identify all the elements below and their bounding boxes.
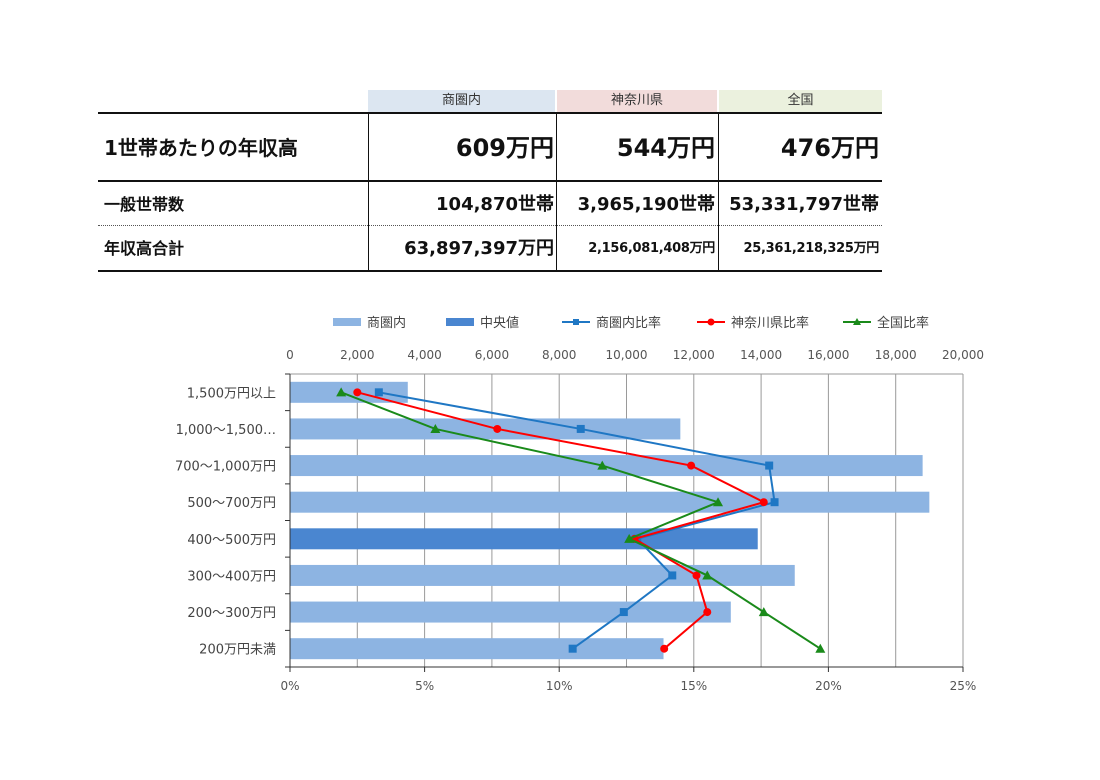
category-label: 300～400万円 [187, 569, 276, 584]
cell-households-national: 53,331,797世帯 [729, 194, 879, 215]
top-axis-tick-label: 4,000 [407, 348, 441, 362]
point [336, 387, 347, 397]
point [815, 643, 826, 653]
point [430, 423, 441, 433]
table-row-households: 一般世帯数 104,870世帯 3,965,190世帯 53,331,797世帯 [98, 180, 882, 226]
cell-income-kanagawa: 544万円 [616, 134, 715, 162]
point [713, 497, 724, 507]
category-label: 700～1,000万円 [175, 460, 276, 475]
cell-income-national: 476万円 [780, 134, 879, 162]
cell-households-kanagawa: 3,965,190世帯 [577, 194, 715, 215]
legend-label: 中央値 [480, 315, 519, 331]
top-axis-tick-label: 12,000 [673, 348, 715, 362]
category-label: 200万円未満 [199, 643, 276, 658]
header-trade-area: 商圏内 [368, 90, 555, 112]
point [770, 498, 779, 507]
series-line [340, 391, 821, 650]
cell-total-kanagawa: 2,156,081,408万円 [588, 241, 715, 256]
legend-marker [573, 319, 579, 325]
top-axis-tick-label: 8,000 [542, 348, 576, 362]
bar [290, 601, 731, 623]
point [597, 460, 608, 470]
row-label-income: 1世帯あたりの年収高 [104, 136, 298, 160]
cell-households-trade-area: 104,870世帯 [436, 194, 554, 215]
cell-total-trade-area: 63,897,397万円 [404, 238, 554, 259]
category-label: 200～300万円 [187, 606, 276, 621]
point [353, 388, 362, 397]
category-label: 1,000～1,500… [176, 423, 276, 438]
category-label: 1,500万円以上 [187, 386, 276, 401]
legend-marker [707, 318, 715, 326]
category-label: 500～700万円 [187, 496, 276, 511]
bottom-axis-tick-label: 25% [950, 679, 977, 693]
top-axis-tick-label: 0 [286, 348, 294, 362]
point [576, 424, 585, 433]
legend-swatch [333, 318, 361, 326]
legend-label: 神奈川県比率 [731, 315, 809, 331]
point [668, 571, 677, 580]
point [759, 498, 768, 507]
point [687, 461, 696, 470]
category-label: 400～500万円 [187, 533, 276, 548]
bar [290, 381, 408, 403]
point [692, 571, 701, 580]
point [624, 533, 635, 543]
column-divider [556, 112, 557, 270]
header-national: 全国 [719, 90, 882, 112]
bar [290, 638, 664, 660]
point [702, 570, 713, 580]
bottom-axis-tick-label: 5% [415, 679, 434, 693]
table-row-income: 1世帯あたりの年収高 609万円 544万円 476万円 [98, 112, 882, 180]
point [374, 388, 383, 397]
legend-label: 商圏内 [367, 315, 406, 331]
legend-label: 全国比率 [877, 315, 929, 331]
series-line [357, 391, 767, 650]
top-axis-tick-label: 16,000 [807, 348, 849, 362]
point [619, 608, 628, 617]
top-axis-tick-label: 10,000 [606, 348, 648, 362]
bottom-axis-tick-label: 15% [680, 679, 707, 693]
bottom-axis-tick-label: 0% [280, 679, 299, 693]
header-kanagawa: 神奈川県 [557, 90, 717, 112]
bar [290, 418, 681, 440]
column-divider [718, 112, 719, 270]
top-axis-tick-label: 14,000 [740, 348, 782, 362]
bar [290, 528, 758, 550]
point [660, 644, 669, 653]
point [765, 461, 774, 470]
top-axis-tick-label: 20,000 [942, 348, 984, 362]
point [703, 608, 712, 617]
top-axis-tick-label: 18,000 [875, 348, 917, 362]
bar [290, 491, 930, 513]
legend-label: 商圏内比率 [596, 315, 661, 331]
bottom-axis-tick-label: 20% [815, 679, 842, 693]
point [568, 644, 577, 653]
point [758, 607, 769, 617]
top-axis-tick-label: 6,000 [475, 348, 509, 362]
table-row-total-income: 年収高合計 63,897,397万円 2,156,081,408万円 25,36… [98, 225, 882, 272]
series-line [378, 391, 776, 650]
row-label-households: 一般世帯数 [104, 195, 185, 214]
cell-total-national: 25,361,218,325万円 [743, 241, 879, 256]
legend-swatch [446, 318, 474, 326]
row-label-total-income: 年収高合計 [104, 239, 185, 258]
legend-marker [853, 318, 861, 325]
bar [290, 455, 923, 477]
point [493, 424, 502, 433]
cell-income-trade-area: 609万円 [455, 134, 554, 162]
bottom-axis-tick-label: 10% [546, 679, 573, 693]
top-axis-tick-label: 2,000 [340, 348, 374, 362]
column-divider [368, 112, 369, 270]
